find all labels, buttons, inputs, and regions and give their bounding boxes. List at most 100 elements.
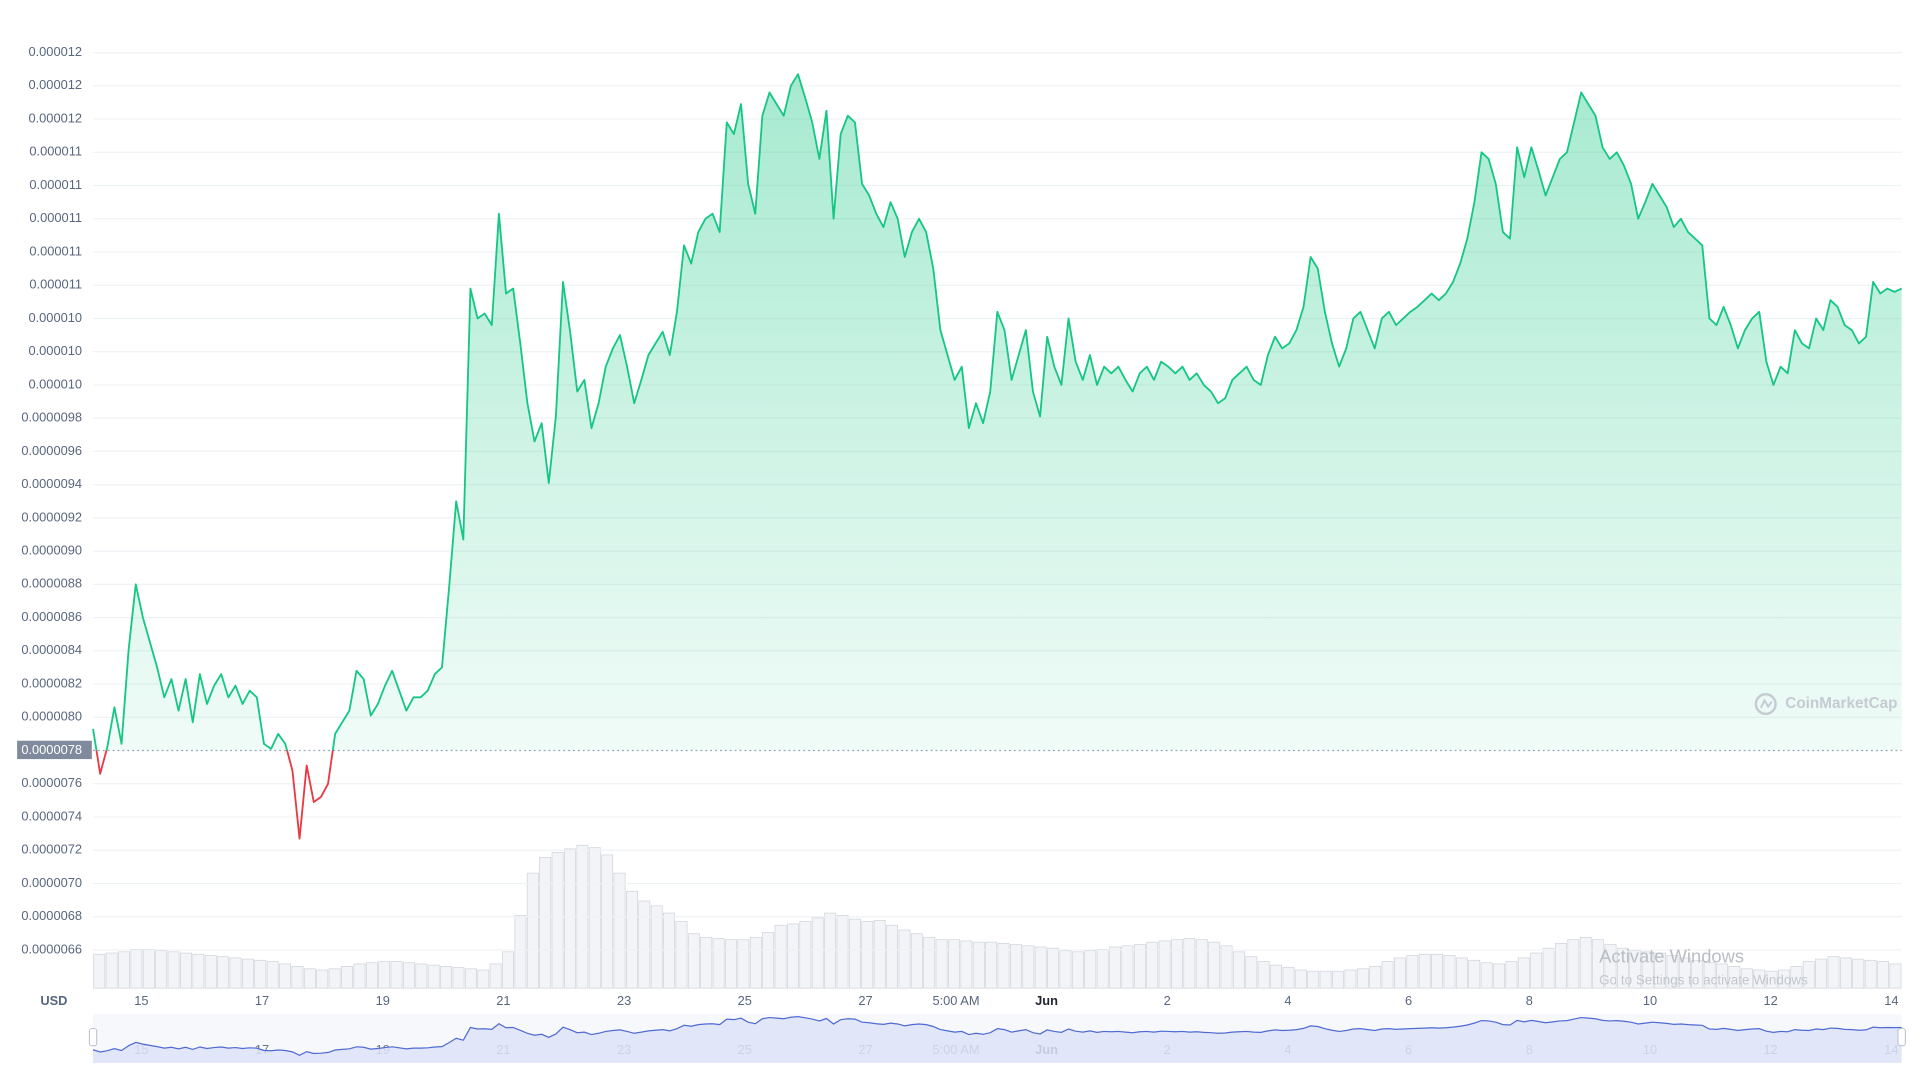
y-tick-label: 0.0000070 xyxy=(21,875,82,890)
axis-layer: 0.0000066 0.0000068 0.0000070 0.0000072 0.00… xyxy=(17,44,1899,1008)
volume-bar xyxy=(749,936,762,989)
volume-bar xyxy=(489,963,502,989)
volume-bar xyxy=(1282,967,1295,989)
volume-bar xyxy=(1418,953,1431,989)
volume-bar xyxy=(1109,946,1121,989)
watermark-logo-mark xyxy=(1759,698,1773,709)
volume-bar xyxy=(687,933,700,989)
volume-bar xyxy=(514,915,527,989)
volume-bar xyxy=(1257,961,1270,989)
volume-bar xyxy=(1852,958,1865,989)
volume-bar xyxy=(217,956,230,989)
os-overlay-subtitle: Go to Settings to activate Windows xyxy=(1599,972,1808,987)
volume-bar xyxy=(1171,939,1183,989)
volume-bar xyxy=(1505,961,1518,989)
volume-bar xyxy=(601,854,614,989)
x-tick-label: 5:00 AM xyxy=(932,993,979,1008)
volume-bar xyxy=(712,938,725,989)
navigator-handle[interactable] xyxy=(1897,1028,1906,1047)
volume-bar xyxy=(1839,957,1852,989)
volume-bar xyxy=(1133,944,1146,989)
price-line-up xyxy=(92,73,1903,751)
volume-bar xyxy=(180,952,192,989)
volume-bar xyxy=(972,941,985,989)
volume-bar xyxy=(1740,968,1753,989)
volume-bar xyxy=(1864,959,1877,989)
volume-bar xyxy=(1517,957,1530,989)
volume-bar xyxy=(1753,969,1766,989)
volume-bar xyxy=(378,961,391,989)
volume-bar xyxy=(1356,968,1369,989)
y-tick-label: 0.0000066 xyxy=(21,941,82,956)
x-tick-label: 19 xyxy=(376,993,390,1008)
volume-bar xyxy=(1592,939,1605,989)
volume-bar xyxy=(1393,957,1406,989)
y-tick-label: 0.000012 xyxy=(28,77,82,92)
x-tick-label: 21 xyxy=(496,993,510,1008)
volume-bar xyxy=(910,933,923,989)
volume-bar xyxy=(737,939,750,989)
volume-bar xyxy=(1071,951,1084,989)
volume-bar xyxy=(1666,955,1679,989)
currency-label: USD xyxy=(40,993,67,1008)
volume-bar xyxy=(923,936,936,989)
x-tick-label: 10 xyxy=(1643,993,1657,1008)
y-tick-label: 0.0000092 xyxy=(21,509,82,524)
volume-bar xyxy=(1641,951,1654,989)
volume-bar xyxy=(1716,963,1728,989)
watermark: CoinMarketCap xyxy=(1754,693,1898,716)
volume-bar xyxy=(402,962,415,989)
volume-bar xyxy=(353,963,366,989)
x-tick-label: Jun xyxy=(1035,993,1058,1008)
volume-bar xyxy=(1728,965,1741,989)
volume-bar xyxy=(564,848,576,989)
volume-bar xyxy=(638,900,651,989)
volume-bar xyxy=(1208,941,1221,989)
navigator-handle[interactable] xyxy=(88,1028,98,1047)
volume-bar xyxy=(1567,939,1580,989)
os-overlay-title: Activate Windows xyxy=(1599,945,1744,966)
volume-bar xyxy=(625,890,638,989)
volume-bar xyxy=(1542,947,1555,989)
volume-bar xyxy=(1059,950,1072,989)
volume-bar xyxy=(675,921,688,989)
volume-bar xyxy=(960,940,973,989)
volume-bar xyxy=(1183,938,1196,989)
volume-bar xyxy=(539,857,552,989)
volume-bar xyxy=(774,924,787,989)
volume-bar xyxy=(935,939,948,989)
volume-bar xyxy=(1815,958,1828,989)
volume-bar xyxy=(1629,950,1642,989)
x-tick-label: 25 xyxy=(738,993,752,1008)
volume-bar xyxy=(1493,963,1505,989)
volume-bar xyxy=(526,872,539,989)
watermark-text: CoinMarketCap xyxy=(1785,695,1897,712)
y-tick-label: 0.0000096 xyxy=(21,443,82,458)
volume-bar xyxy=(1121,945,1134,989)
volume-bar xyxy=(1270,964,1283,989)
volume-bar xyxy=(390,961,403,989)
volume-bar xyxy=(1691,959,1704,989)
volume-bar xyxy=(118,951,130,989)
volume-bar xyxy=(1480,962,1493,989)
baseline-label-box xyxy=(17,740,92,760)
x-tick-label: 17 xyxy=(255,993,269,1008)
volume-bar xyxy=(341,965,353,989)
volume-bar xyxy=(1158,940,1171,989)
y-tick-label: 0.0000076 xyxy=(21,775,82,790)
volume-bar xyxy=(588,847,601,989)
baseline-label: 0.0000078 xyxy=(21,742,82,757)
y-tick-label: 0.0000086 xyxy=(21,609,82,624)
volume-bar xyxy=(328,968,341,989)
volume-bar xyxy=(799,921,812,989)
volume-bar xyxy=(204,955,217,989)
volume-bar xyxy=(291,965,304,989)
volume-bar xyxy=(725,939,737,989)
y-tick-label: 0.000010 xyxy=(28,343,82,358)
volume-bar xyxy=(427,964,440,989)
volume-bar xyxy=(1778,969,1790,989)
volume-bar xyxy=(105,952,118,989)
volume-bar xyxy=(811,917,824,989)
